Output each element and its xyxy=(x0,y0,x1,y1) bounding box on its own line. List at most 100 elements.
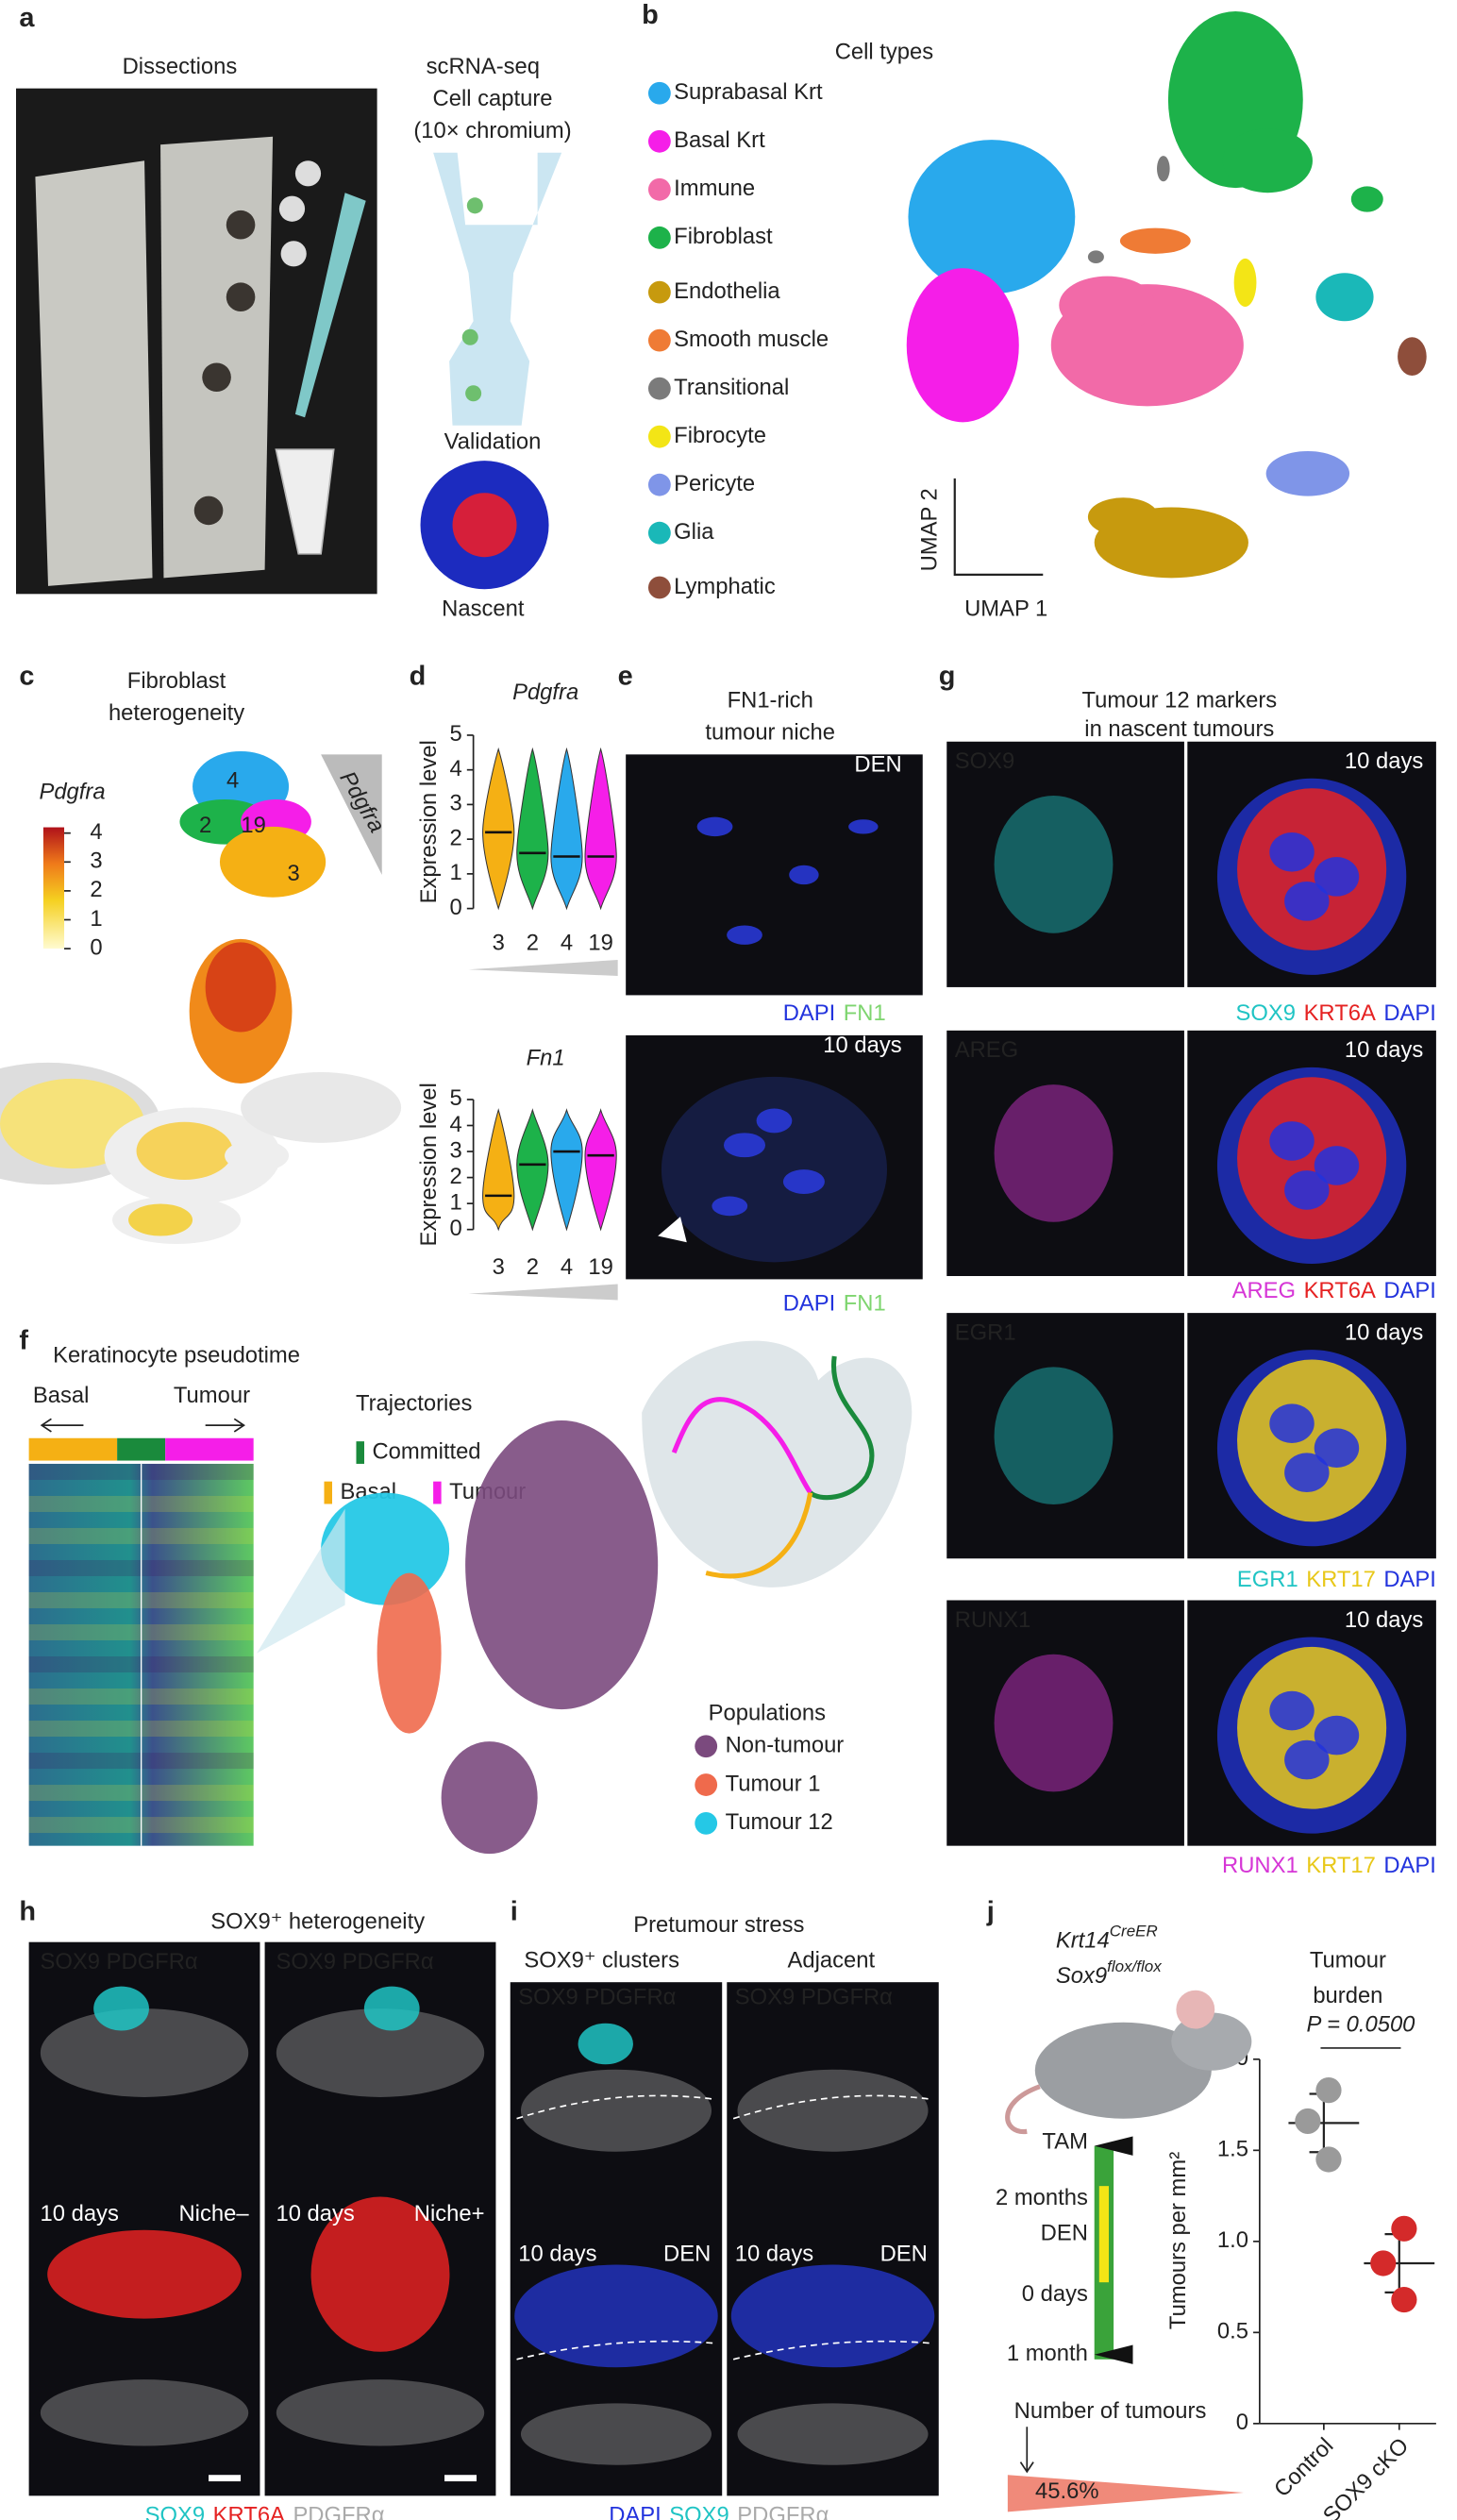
label: Cell capture xyxy=(433,86,553,111)
label: 10 days xyxy=(1345,1320,1423,1346)
legend-swatch xyxy=(647,425,671,448)
stain-region xyxy=(994,1654,1114,1792)
violin xyxy=(584,1108,617,1232)
umap-cluster xyxy=(1087,497,1159,537)
label: j xyxy=(986,1897,995,1927)
label: 10 days xyxy=(823,1033,901,1058)
label: Committed xyxy=(373,1438,481,1464)
point xyxy=(1391,2286,1417,2313)
label: g xyxy=(939,661,956,691)
label: Basal xyxy=(33,1383,90,1408)
label: Tumour xyxy=(174,1383,250,1408)
label: tumour niche xyxy=(705,720,835,746)
label: 10 days xyxy=(1345,1037,1423,1063)
label: 19 xyxy=(241,813,265,838)
label: 3 xyxy=(288,861,300,886)
label: 4 xyxy=(449,1112,461,1137)
umap-region xyxy=(241,1072,402,1143)
legend-swatch xyxy=(695,1773,718,1796)
umap-region xyxy=(128,1203,193,1236)
stain-region xyxy=(712,1196,748,1217)
label: 0 xyxy=(1236,2410,1248,2435)
cell xyxy=(466,197,483,214)
label: UMAP 2 xyxy=(917,488,943,571)
label: Niche– xyxy=(178,2201,249,2226)
label: DEN xyxy=(663,2242,711,2267)
legend-swatch xyxy=(695,1735,718,1758)
label: Pdgfra xyxy=(512,680,578,705)
basement-line xyxy=(516,2340,716,2360)
violin xyxy=(516,1108,549,1232)
label: Number of tumours xyxy=(1014,2398,1207,2424)
label: Fn1 xyxy=(527,1046,565,1071)
label: Nascent xyxy=(442,596,525,622)
label: 1.5 xyxy=(1217,2137,1248,2162)
umap-cluster xyxy=(908,140,1076,294)
label: 3 xyxy=(90,848,102,874)
label: Transitional xyxy=(674,375,789,400)
micrograph xyxy=(946,741,1184,987)
lesion xyxy=(202,362,231,393)
label: heterogeneity xyxy=(109,700,244,726)
marker xyxy=(1094,2136,1133,2156)
label: e xyxy=(618,661,633,691)
trajectory xyxy=(671,1397,812,1494)
population-region xyxy=(377,1572,442,1734)
label: DEN xyxy=(1041,2220,1088,2245)
stain-legend: RUNX1 KRT17 DAPI xyxy=(1222,1853,1436,1878)
stain-region xyxy=(994,1084,1114,1222)
legend-swatch xyxy=(647,576,671,599)
stain-word: DAPI xyxy=(783,1000,836,1026)
stain-region xyxy=(782,1169,825,1194)
stain-word: KRT17 xyxy=(1306,1853,1376,1878)
label: 0 xyxy=(449,895,461,920)
stain-region xyxy=(1314,1428,1360,1469)
tube xyxy=(275,448,335,555)
stain-region xyxy=(730,2264,935,2368)
legend-swatch xyxy=(647,226,671,249)
allele: CreER xyxy=(1110,1923,1158,1940)
label: 0 xyxy=(90,934,102,960)
lesion xyxy=(226,282,256,312)
stain-region xyxy=(1237,1646,1387,1809)
stain-word: PDGFRα xyxy=(293,2503,384,2520)
tissue-piece xyxy=(280,241,307,267)
label: 45.6% xyxy=(1035,2478,1098,2504)
legend-swatch xyxy=(647,177,671,201)
label: 10 days xyxy=(1345,748,1423,774)
label: 4 xyxy=(561,1254,573,1280)
umap-cluster xyxy=(1315,273,1374,322)
label: 4 xyxy=(449,756,461,781)
label: Fibroblast xyxy=(674,224,773,249)
tissue xyxy=(160,136,274,579)
label: 0 days xyxy=(1022,2281,1088,2307)
umap-region xyxy=(136,1121,233,1180)
stain-region xyxy=(520,2069,712,2152)
lesion xyxy=(193,496,224,526)
stain-legend: SOX9 KRT6A DAPI xyxy=(1236,1000,1436,1026)
stain-region xyxy=(1269,832,1315,872)
stain-region xyxy=(276,2008,485,2097)
label: 3 xyxy=(493,930,505,955)
stain-word: DAPI xyxy=(1383,1567,1436,1592)
umap-cluster xyxy=(1157,156,1170,182)
stain-region xyxy=(1314,1715,1360,1756)
tissue xyxy=(35,160,153,586)
tumour xyxy=(452,493,517,558)
label: 3 xyxy=(449,791,461,816)
stain-region xyxy=(1269,1690,1315,1731)
label: f xyxy=(19,1325,28,1355)
stain-word: RUNX1 xyxy=(1222,1853,1298,1878)
stain-region xyxy=(520,2403,712,2465)
stain-word: DAPI xyxy=(609,2503,662,2520)
label: SOX9 PDGFRα xyxy=(735,1984,893,2009)
label: Adjacent xyxy=(788,1947,876,1973)
label: SOX9⁺ clusters xyxy=(524,1947,679,1973)
arrow xyxy=(205,1418,245,1433)
legend-swatch xyxy=(647,377,671,400)
label: SOX9 PDGFRα xyxy=(276,1949,433,1974)
label: 2 months xyxy=(996,2185,1088,2210)
label: 10 days xyxy=(276,2201,354,2226)
label: Validation xyxy=(444,429,542,455)
stain-region xyxy=(40,2379,249,2446)
